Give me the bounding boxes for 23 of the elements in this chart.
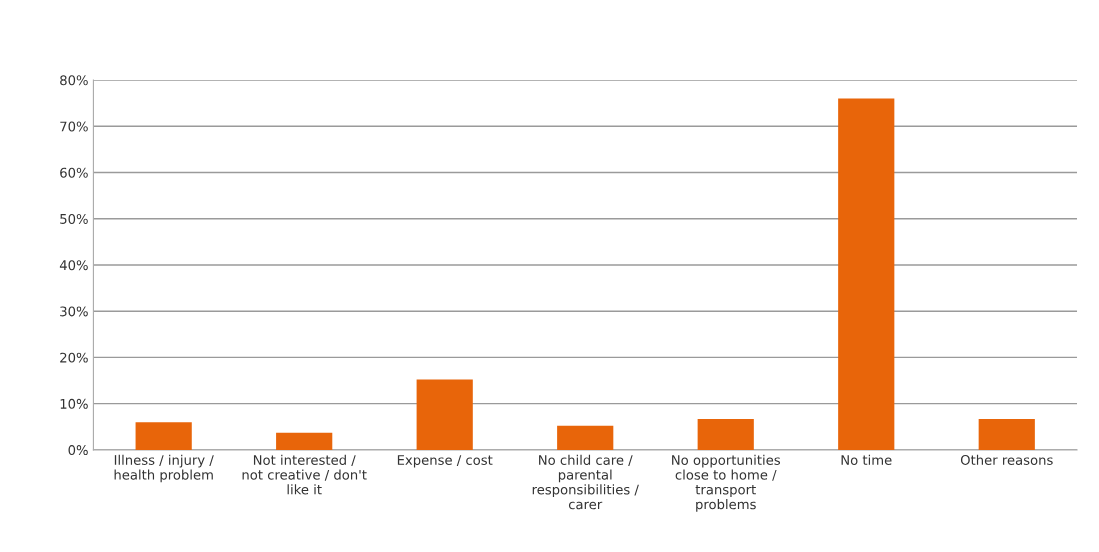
bar bbox=[978, 418, 1035, 450]
y-tick-label: 60% bbox=[60, 167, 88, 178]
bar bbox=[838, 98, 895, 450]
x-tick-label: No time bbox=[841, 454, 892, 465]
x-tick-label: Expense / cost bbox=[397, 455, 493, 468]
y-tick-label: 80% bbox=[60, 75, 88, 86]
x-tick-label: No opportunities close to home / transport problems bbox=[672, 454, 781, 512]
y-tick-label: 50% bbox=[60, 213, 88, 224]
bar bbox=[697, 418, 754, 450]
x-tick-label: Illness / injury / health problem bbox=[114, 454, 214, 483]
bar bbox=[135, 422, 192, 450]
x-tick-label: No child care / parental responsibilities / carer bbox=[532, 454, 639, 510]
y-tick-label: 70% bbox=[60, 121, 88, 132]
x-tick-label: Other reasons bbox=[960, 454, 1053, 465]
bar bbox=[276, 432, 333, 450]
x-tick-label: Not interested / not creative / don't like it bbox=[242, 454, 367, 495]
y-tick-label: 30% bbox=[60, 306, 88, 317]
bar bbox=[416, 379, 473, 450]
y-tick-label: 0% bbox=[68, 445, 88, 456]
y-tick-label: 20% bbox=[60, 352, 88, 363]
y-tick-label: 40% bbox=[59, 260, 88, 271]
bar bbox=[557, 425, 614, 450]
y-tick-label: 10% bbox=[60, 398, 88, 409]
